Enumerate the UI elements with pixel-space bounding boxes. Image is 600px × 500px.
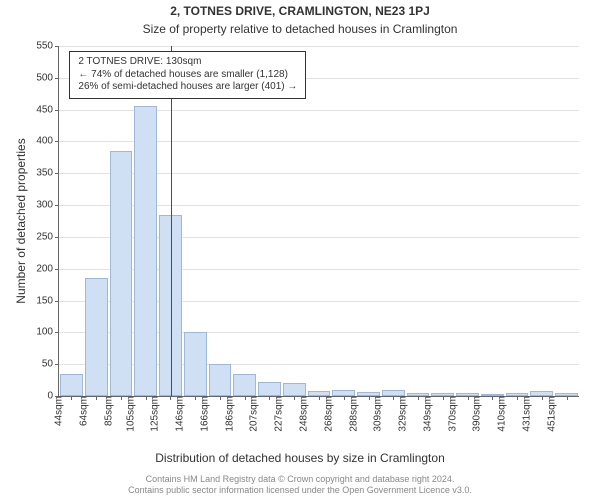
y-tick-label: 100 <box>36 327 59 338</box>
x-tick-label: 329sqm <box>392 396 409 432</box>
y-axis-label: Number of detached properties <box>14 138 28 303</box>
annotation-box: 2 TOTNES DRIVE: 130sqm← 74% of detached … <box>69 51 306 99</box>
x-tick-label: 125sqm <box>144 396 161 432</box>
x-tick-label: 227sqm <box>268 396 285 432</box>
histogram-bar <box>110 151 133 396</box>
x-tick-label: 309sqm <box>367 396 384 432</box>
y-tick-label: 50 <box>42 359 59 370</box>
histogram-bar <box>283 383 306 396</box>
histogram-bar <box>85 278 108 396</box>
x-tick-label: 390sqm <box>466 396 483 432</box>
x-tick-label: 268sqm <box>317 396 334 432</box>
x-tick-label: 207sqm <box>243 396 260 432</box>
histogram-bar <box>209 364 232 396</box>
annotation-line: 26% of semi-detached houses are larger (… <box>78 81 297 94</box>
attribution-line: Contains HM Land Registry data © Crown c… <box>0 474 600 485</box>
x-tick-label: 370sqm <box>441 396 458 432</box>
x-tick-label: 85sqm <box>97 396 114 426</box>
x-tick-label: 451sqm <box>540 396 557 432</box>
annotation-line: ← 74% of detached houses are smaller (1,… <box>78 69 297 82</box>
annotation-line: 2 TOTNES DRIVE: 130sqm <box>78 56 297 69</box>
y-tick-label: 350 <box>36 168 59 179</box>
x-tick-label: 410sqm <box>491 396 508 432</box>
x-tick-label: 146sqm <box>169 396 186 432</box>
histogram-bar <box>233 374 256 396</box>
histogram-bar <box>258 382 281 396</box>
x-axis-label: Distribution of detached houses by size … <box>0 451 600 465</box>
x-tick-label: 166sqm <box>194 396 211 432</box>
attribution: Contains HM Land Registry data © Crown c… <box>0 474 600 496</box>
y-tick-label: 400 <box>36 136 59 147</box>
attribution-line: Contains public sector information licen… <box>0 485 600 496</box>
chart-subtitle: Size of property relative to detached ho… <box>0 22 600 36</box>
y-tick-label: 150 <box>36 295 59 306</box>
y-tick-label: 250 <box>36 231 59 242</box>
chart-title: 2, TOTNES DRIVE, CRAMLINGTON, NE23 1PJ <box>0 4 600 18</box>
plot-area: 05010015020025030035040045050055044sqm64… <box>58 46 579 397</box>
x-tick-label: 288sqm <box>342 396 359 432</box>
y-tick-label: 200 <box>36 263 59 274</box>
x-tick-label: 105sqm <box>119 396 136 432</box>
histogram-bar <box>134 106 157 396</box>
x-tick-label: 44sqm <box>48 396 65 426</box>
x-tick-label: 349sqm <box>417 396 434 432</box>
x-tick-label: 186sqm <box>218 396 235 432</box>
x-tick-label: 248sqm <box>293 396 310 432</box>
y-tick-label: 300 <box>36 200 59 211</box>
gridline <box>59 46 579 47</box>
chart-root: { "title": "2, TOTNES DRIVE, CRAMLINGTON… <box>0 0 600 500</box>
histogram-bar <box>60 374 83 396</box>
histogram-bar <box>184 332 207 396</box>
y-tick-label: 500 <box>36 72 59 83</box>
x-tick-label: 64sqm <box>73 396 90 426</box>
y-tick-label: 550 <box>36 41 59 52</box>
y-tick-label: 450 <box>36 104 59 115</box>
x-tick-label: 431sqm <box>516 396 533 432</box>
